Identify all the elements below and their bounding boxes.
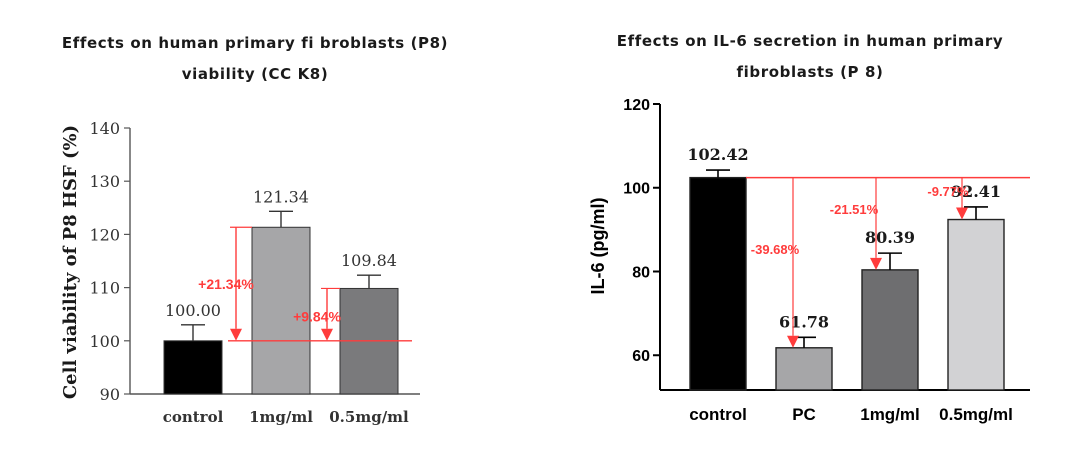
bar-right-0.5mg/ml — [947, 218, 1005, 391]
annotation-label-left: +21.34% — [198, 276, 254, 292]
annotation-label-left: +9.84% — [293, 309, 341, 325]
chart-title-right-line2: fibroblasts (P 8) — [736, 63, 884, 81]
chart-title-left-line1: Effects on human primary fi broblasts (P… — [61, 34, 449, 52]
y-tick-label-left: 140 — [89, 119, 120, 138]
y-tick-label-left: 110 — [89, 279, 120, 298]
x-tick-label-right: control — [689, 405, 747, 424]
data-label-right: 80.39 — [865, 228, 915, 247]
y-tick-label-left: 100 — [89, 332, 120, 351]
annotation-arrowhead-left — [321, 328, 333, 341]
x-tick-label-right: 0.5mg/ml — [939, 405, 1013, 424]
y-tick-label-right: 80 — [632, 264, 650, 281]
y-axis-title-right: IL-6 (pg/ml) — [588, 198, 608, 295]
bar-right-control — [689, 176, 747, 391]
y-tick-label-left: 90 — [100, 385, 120, 404]
bar-right-1mg/ml — [861, 269, 919, 391]
y-tick-label-left: 120 — [89, 225, 120, 244]
chart-title-left-line2: viability (CC K8) — [181, 65, 329, 83]
x-tick-label-left: 0.5mg/ml — [329, 408, 409, 426]
data-label-right: 92.41 — [951, 182, 1001, 201]
bar-right-PC — [775, 347, 833, 391]
y-axis-title-left: Cell viability of P8 HSF (%) — [60, 125, 81, 399]
chart-title-right-line1: Effects on IL-6 secretion in human prima… — [616, 32, 1004, 50]
x-tick-label-left: control — [163, 408, 224, 426]
chart-title-left: Effects on human primary fi broblasts (P… — [20, 28, 490, 90]
y-tick-label-right: 100 — [623, 181, 650, 198]
data-label-left: 109.84 — [341, 251, 397, 270]
y-tick-label-left: 130 — [89, 172, 120, 191]
annotation-label-right: -39.68% — [751, 242, 800, 257]
annotation-arrowhead-right — [870, 257, 882, 270]
annotation-label-right: -21.51% — [830, 202, 879, 217]
annotation-arrowhead-right — [787, 335, 799, 348]
x-tick-label-right: PC — [792, 405, 816, 424]
data-label-left: 100.00 — [165, 301, 221, 320]
annotation-arrowhead-left — [230, 328, 242, 341]
x-tick-label-right: 1mg/ml — [860, 405, 920, 424]
annotation-arrowhead-right — [956, 207, 968, 220]
data-label-left: 121.34 — [253, 187, 309, 206]
data-label-right: 102.42 — [687, 145, 748, 164]
y-tick-label-right: 120 — [623, 97, 650, 114]
bar-left-control — [163, 340, 223, 395]
annotation-label-right: -9.77% — [927, 184, 969, 199]
chart-title-right: Effects on IL-6 secretion in human prima… — [575, 26, 1045, 88]
x-tick-label-left: 1mg/ml — [249, 408, 313, 426]
bar-left-1mg/ml — [251, 226, 311, 395]
y-tick-label-right: 60 — [632, 348, 650, 365]
data-label-right: 61.78 — [779, 312, 829, 331]
